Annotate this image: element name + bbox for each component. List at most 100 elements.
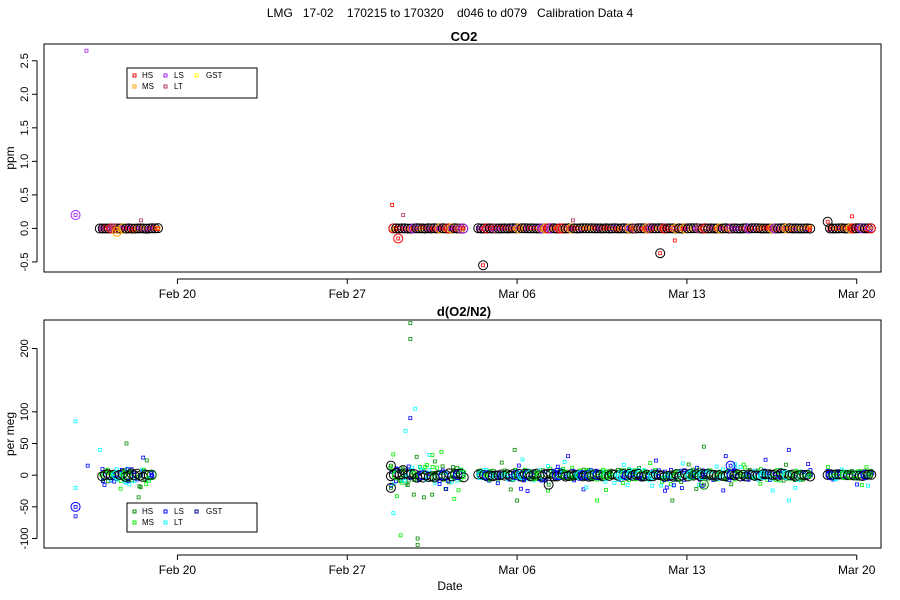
o2n2-data-point: [778, 471, 783, 476]
o2n2-mean-point: [417, 470, 428, 481]
co2-mean-point: [394, 223, 405, 234]
o2n2-mean-point: [132, 468, 143, 479]
o2n2-data-point: [526, 477, 530, 481]
co2-data-point: [571, 226, 576, 230]
o2n2-data-point: [661, 474, 666, 479]
co2-data-point: [728, 227, 733, 231]
co2-mean-point: [764, 223, 775, 234]
co2-mean-point: [531, 223, 542, 234]
co2-data-point: [618, 226, 623, 231]
co2-data-point: [561, 226, 566, 231]
co2-mean-point: [697, 223, 708, 234]
o2n2-data-point: [668, 482, 673, 487]
co2-data-point: [749, 226, 754, 231]
o2n2-mean-point: [601, 470, 612, 481]
o2n2-data-point: [643, 477, 647, 481]
co2-mean-point: [388, 223, 399, 234]
co2-mean-point: [735, 223, 746, 234]
co2-y-tick-label: 2.5: [19, 53, 31, 68]
co2-data-point: [773, 226, 778, 231]
co2-data-point: [447, 225, 452, 230]
co2-mean-point: [639, 223, 650, 234]
co2-data-point: [503, 225, 507, 230]
o2n2-data-point: [834, 475, 839, 480]
co2-data-point: [100, 226, 105, 230]
co2-mean-point: [709, 223, 720, 234]
o2n2-mean-point: [749, 470, 760, 481]
o2n2-mean-point: [831, 469, 842, 480]
co2-data-point: [411, 228, 416, 233]
o2n2-data-point: [674, 476, 679, 481]
co2-data-point: [505, 225, 510, 229]
co2-data-point: [455, 226, 460, 230]
co2-data-point: [478, 225, 483, 230]
co2-data-point: [156, 227, 160, 232]
o2n2-data-point: [562, 459, 567, 464]
co2-mean-point: [452, 223, 463, 234]
co2-data-point: [866, 227, 870, 232]
co2-mean-point: [717, 223, 728, 234]
co2-data-point: [144, 228, 149, 233]
co2-mean-point: [153, 223, 164, 234]
co2-mean-point: [671, 223, 682, 234]
o2n2-data-point: [778, 468, 783, 473]
o2n2-data-point: [758, 481, 763, 486]
co2-data-point: [138, 227, 143, 232]
o2n2-data-point: [426, 472, 431, 477]
o2n2-data-point: [665, 472, 670, 477]
co2-data-point: [776, 226, 781, 231]
o2n2-data-point: [618, 468, 623, 473]
o2n2-data-point: [537, 477, 542, 482]
o2n2-data-point: [749, 474, 754, 479]
o2n2-data-point: [635, 470, 640, 475]
co2-data-point: [686, 226, 691, 231]
co2-data-point: [557, 227, 562, 232]
co2-data-point: [438, 224, 443, 229]
o2n2-data-point: [763, 457, 768, 462]
co2-data-point: [740, 226, 745, 231]
o2n2-mean-point: [111, 470, 122, 481]
o2n2-data-point: [691, 475, 696, 480]
co2-data-point: [438, 226, 443, 231]
o2n2-data-point: [133, 476, 137, 481]
o2n2-data-point: [110, 472, 115, 477]
o2n2-data-point: [102, 482, 107, 487]
o2n2-mean-point: [406, 469, 417, 480]
o2n2-data-point: [589, 469, 593, 474]
o2n2-data-point: [634, 473, 639, 478]
co2-data-point: [485, 226, 490, 231]
o2n2-data-point: [808, 468, 813, 473]
co2-data-point: [416, 226, 421, 231]
o2n2-mean-point: [560, 471, 571, 482]
co2-data-point: [391, 227, 396, 231]
o2n2-data-point: [855, 476, 860, 481]
co2-mean-point: [487, 223, 498, 234]
o2n2-mean-point: [752, 470, 763, 481]
co2-data-point: [855, 226, 859, 230]
o2n2-data-point: [140, 469, 145, 474]
o2n2-outlier-point: [701, 482, 706, 487]
co2-data-point: [765, 225, 770, 230]
o2n2-data-point: [650, 469, 655, 474]
co2-data-point: [625, 227, 629, 231]
o2n2-x-tick-label: Mar 06: [498, 563, 536, 577]
co2-plot-area: [70, 48, 876, 271]
o2n2-mean-point: [449, 470, 460, 481]
co2-data-point: [668, 227, 672, 231]
o2n2-data-point: [149, 473, 154, 477]
co2-data-point: [738, 226, 743, 230]
co2-data-point: [746, 226, 751, 231]
o2n2-mean-point: [592, 470, 603, 481]
o2n2-data-point: [432, 459, 437, 464]
o2n2-data-point: [747, 468, 752, 472]
o2n2-data-point: [453, 473, 458, 478]
co2-data-point: [110, 225, 114, 230]
co2-mean-point: [592, 223, 603, 234]
co2-data-point: [735, 227, 740, 231]
o2n2-data-point: [738, 474, 742, 479]
co2-data-point: [511, 226, 516, 231]
co2-data-point: [434, 228, 439, 232]
o2n2-data-point: [639, 477, 644, 482]
o2n2-outlier-point: [408, 416, 413, 421]
o2n2-mean-point: [146, 469, 157, 480]
